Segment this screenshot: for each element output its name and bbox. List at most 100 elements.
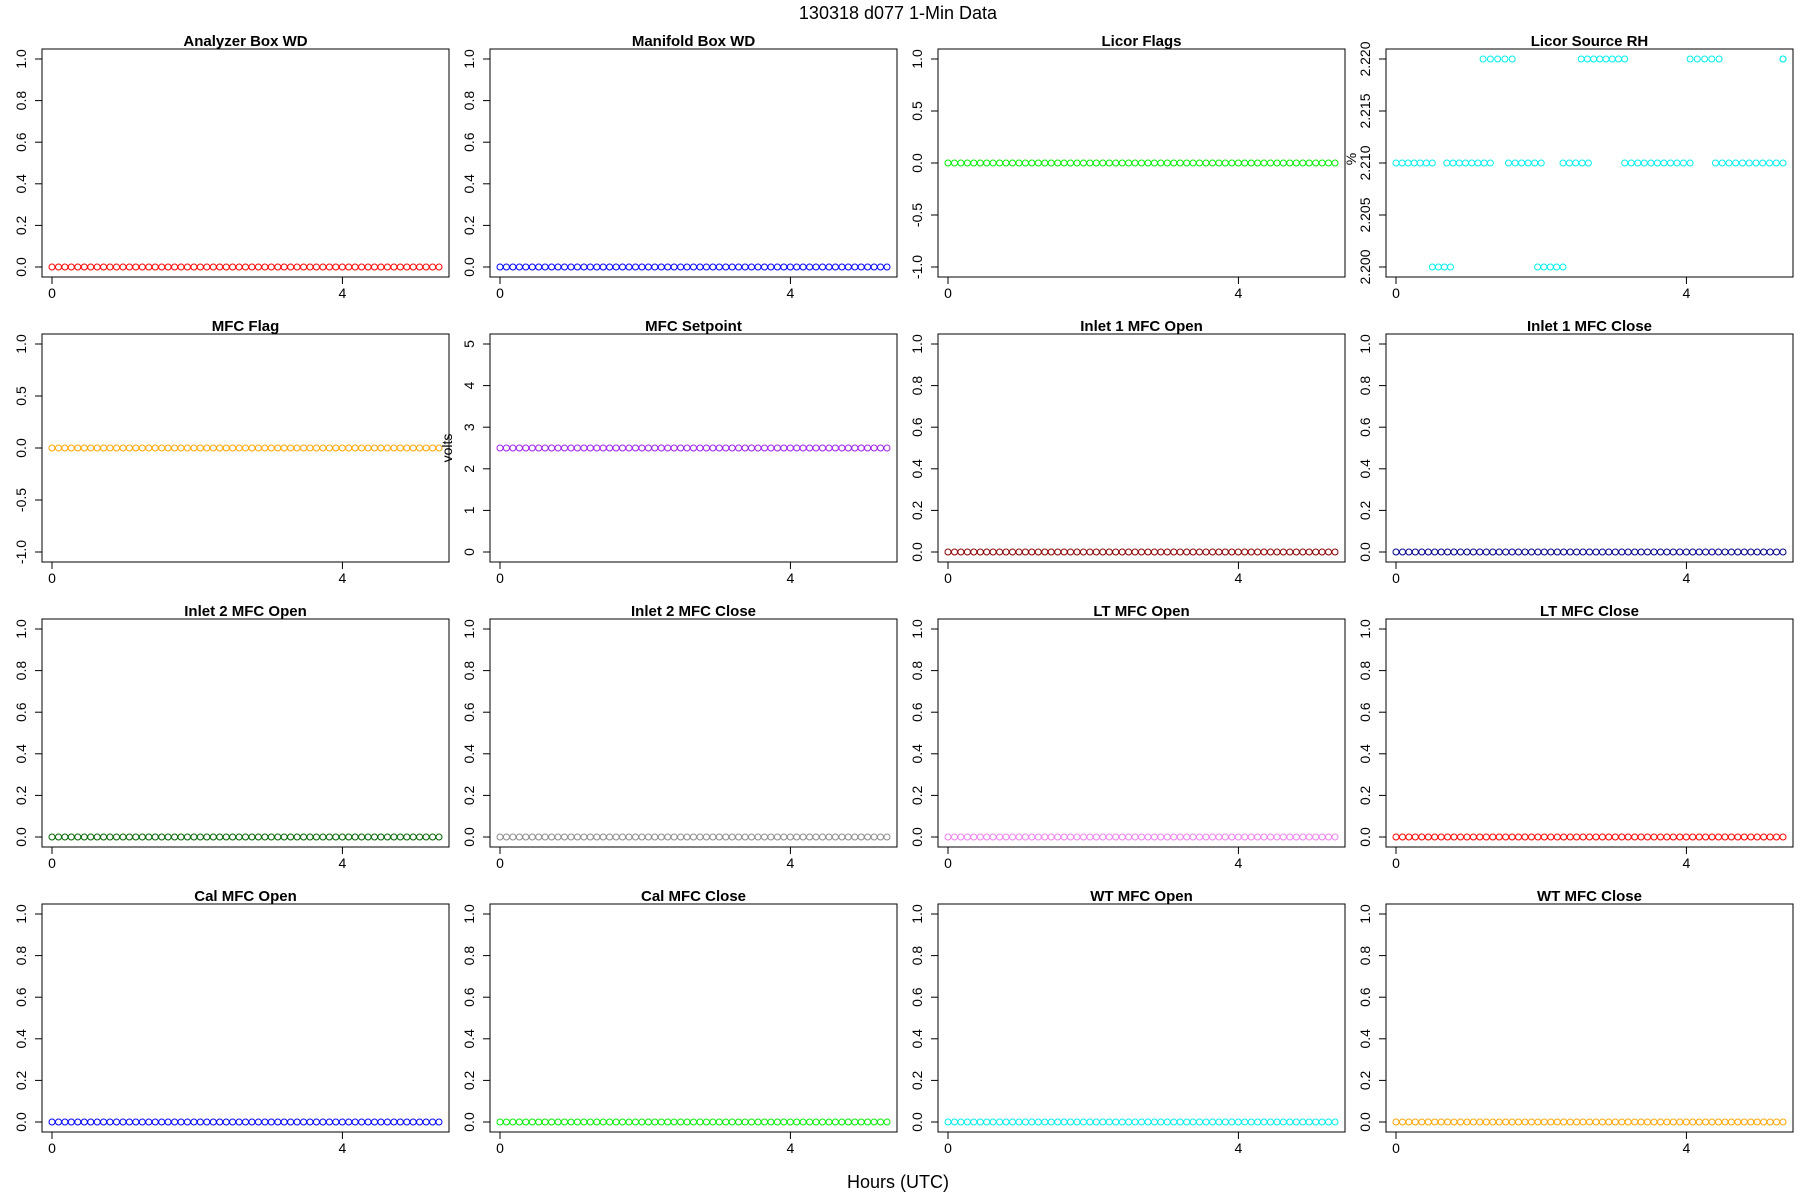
data-point (209, 444, 217, 452)
data-point (1073, 548, 1081, 556)
data-point (274, 444, 282, 452)
data-point (1002, 548, 1010, 556)
data-point (164, 1118, 172, 1126)
data-point (651, 263, 659, 271)
data-point (1202, 1118, 1210, 1126)
data-point (496, 444, 504, 452)
data-point (1176, 548, 1184, 556)
data-point (1021, 1118, 1029, 1126)
data-point (773, 263, 781, 271)
data-point (812, 833, 820, 841)
x-tick-label: 0 (1392, 1140, 1400, 1156)
data-point (1598, 1118, 1606, 1126)
data-point (696, 444, 704, 452)
data-point (702, 1118, 710, 1126)
data-point (1463, 1118, 1471, 1126)
data-point (1292, 833, 1300, 841)
data-point (1099, 833, 1107, 841)
data-point (761, 1118, 768, 1126)
data-point (741, 263, 749, 271)
data-point (113, 444, 120, 452)
data-point (754, 833, 762, 841)
data-point (554, 833, 562, 841)
data-point (996, 548, 1004, 556)
data-point (857, 833, 865, 841)
data-point (1437, 548, 1445, 556)
plot-frame (1385, 903, 1794, 1133)
data-point (1482, 1118, 1490, 1126)
data-point (345, 444, 353, 452)
data-point (1660, 159, 1668, 167)
data-point (280, 444, 288, 452)
data-point (1553, 548, 1561, 556)
data-point (612, 1118, 620, 1126)
data-point (1209, 1118, 1216, 1126)
data-point (683, 444, 691, 452)
panel-title: MFC Setpoint (645, 318, 742, 335)
data-point (1618, 548, 1626, 556)
data-point (573, 444, 581, 452)
data-point (1457, 548, 1464, 556)
data-point (851, 833, 859, 841)
data-point (1028, 1118, 1036, 1126)
data-point (1286, 548, 1294, 556)
data-point (1508, 833, 1516, 841)
data-point (996, 159, 1004, 167)
data-point (1566, 1118, 1574, 1126)
panel: WT MFC Close 0.0 0.2 0.4 0.6 0.8 1.0 0 4 (1357, 888, 1794, 1156)
data-point (548, 833, 556, 841)
data-point (1450, 1118, 1458, 1126)
data-point (1727, 1118, 1735, 1126)
data-point (1228, 1118, 1236, 1126)
data-point (435, 263, 443, 271)
y-tick-label: 0.6 (909, 987, 925, 1007)
data-point (1586, 833, 1593, 841)
data-point (1002, 833, 1010, 841)
data-point (1292, 159, 1300, 167)
data-point (48, 444, 56, 452)
panel-title: LT MFC Open (1093, 603, 1189, 620)
data-point (1131, 1118, 1139, 1126)
data-point (1189, 833, 1197, 841)
data-point (1634, 159, 1642, 167)
data-point (1702, 833, 1710, 841)
data-point (1579, 548, 1587, 556)
y-tick-label: 0.2 (1357, 1070, 1373, 1090)
data-point (422, 1118, 430, 1126)
data-point (138, 833, 146, 841)
data-point (1624, 1118, 1632, 1126)
data-point (67, 1118, 75, 1126)
y-tick-label: 0.8 (1357, 946, 1373, 966)
data-point (1624, 548, 1632, 556)
data-point (229, 1118, 237, 1126)
data-point (1105, 833, 1113, 841)
data-point (1680, 159, 1687, 167)
data-point (87, 1118, 95, 1126)
data-point (561, 444, 568, 452)
data-point (1686, 55, 1694, 63)
panel: MFC Flag -1.0 -0.5 0.0 0.5 1.0 0 4 (13, 318, 450, 586)
data-point (171, 263, 179, 271)
data-point (1718, 159, 1726, 167)
data-point (100, 1118, 108, 1126)
data-point (1505, 159, 1512, 167)
data-point (806, 444, 814, 452)
data-point (1449, 159, 1457, 167)
data-point (1560, 1118, 1568, 1126)
data-point (177, 444, 185, 452)
data-point (306, 833, 314, 841)
data-point (1455, 159, 1463, 167)
data-point (741, 1118, 749, 1126)
data-point (312, 833, 320, 841)
y-tick-label: 0.4 (461, 1029, 477, 1049)
data-point (1041, 159, 1049, 167)
y-tick-label: 1 (461, 506, 477, 514)
data-point (502, 1118, 510, 1126)
y-tick-label: 0.0 (1357, 827, 1373, 847)
y-tick-label: 1.0 (13, 619, 29, 639)
data-point (1279, 548, 1287, 556)
data-point (1689, 1118, 1697, 1126)
data-point (989, 548, 997, 556)
data-point (586, 444, 594, 452)
data-point (1183, 548, 1191, 556)
